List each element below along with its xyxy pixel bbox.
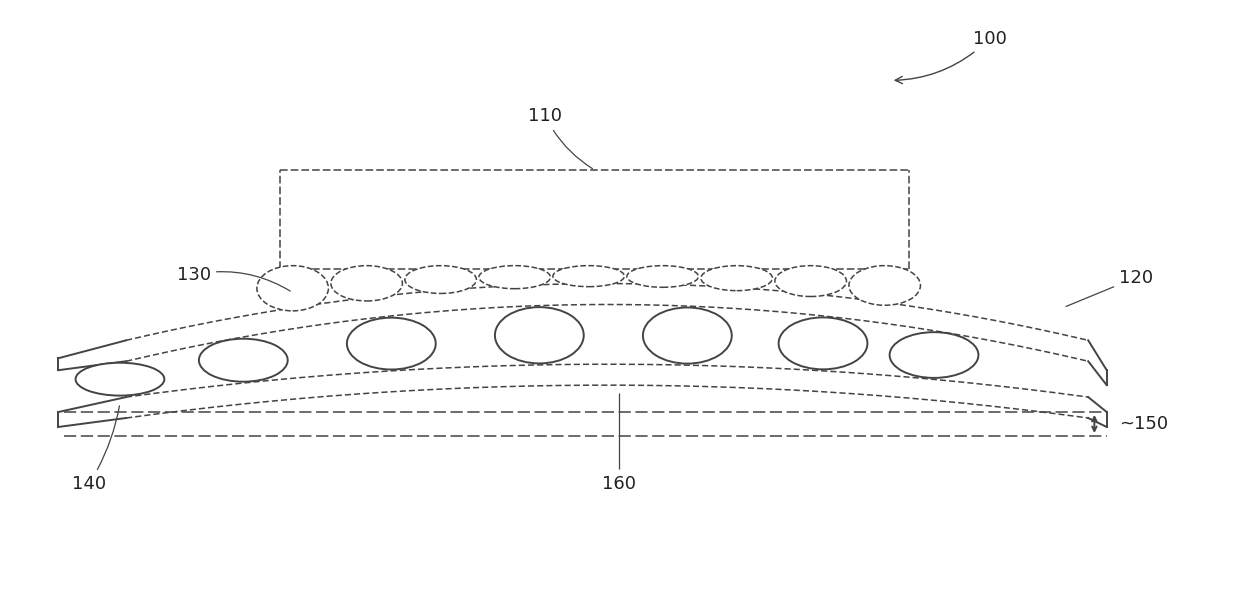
Ellipse shape (479, 266, 550, 289)
Text: 140: 140 (72, 406, 119, 493)
Ellipse shape (199, 339, 287, 382)
Ellipse shape (627, 266, 699, 287)
Text: 100: 100 (896, 30, 1006, 84)
Text: ~150: ~150 (1119, 415, 1168, 433)
Text: 120: 120 (1066, 268, 1154, 306)
Ellipse shape (331, 266, 403, 301)
Ellipse shape (405, 266, 477, 294)
Ellipse shape (778, 317, 867, 370)
Ellipse shape (256, 266, 328, 311)
Text: 160: 160 (602, 394, 637, 493)
Text: 110: 110 (529, 107, 592, 169)
Ellipse shape (553, 266, 624, 286)
Ellipse shape (347, 318, 436, 370)
Ellipse shape (76, 363, 165, 396)
Ellipse shape (849, 266, 921, 305)
Text: 130: 130 (177, 265, 290, 291)
Ellipse shape (774, 266, 846, 297)
Ellipse shape (890, 332, 979, 378)
Ellipse shape (494, 307, 584, 364)
Ellipse shape (643, 308, 732, 364)
Ellipse shape (701, 266, 772, 291)
